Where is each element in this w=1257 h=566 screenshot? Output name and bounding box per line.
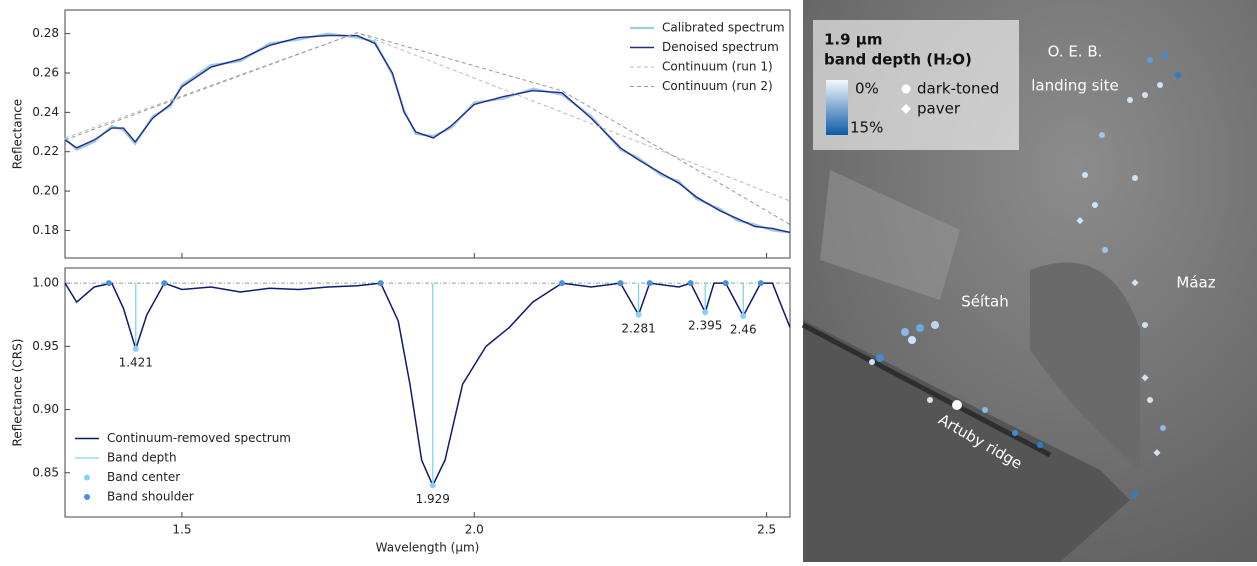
- point: [558, 280, 565, 287]
- y-tick-label: 0.20: [32, 184, 59, 198]
- y-tick-label: 0.95: [32, 339, 59, 353]
- ridge: [801, 322, 1052, 458]
- plot-frame: [64, 267, 791, 518]
- data-label: 1.421: [119, 355, 153, 369]
- legend-marker: [901, 104, 911, 114]
- terrain: [820, 170, 960, 300]
- terrain: [1030, 262, 1140, 470]
- line-series: [64, 34, 791, 234]
- legend-marker: [901, 84, 911, 94]
- map-label: O. E. B.: [1048, 43, 1103, 61]
- y-tick-label: 0.22: [32, 144, 59, 158]
- point: [635, 311, 642, 318]
- y-tick-label: 0.85: [32, 465, 59, 479]
- data-label: 2.281: [621, 321, 655, 335]
- y-tick-label: 1.00: [32, 276, 59, 290]
- y-tick-label: 0.26: [32, 65, 59, 79]
- point: [105, 280, 112, 287]
- legend-label: Band depth: [107, 451, 177, 465]
- legend-title: 1.9 μm: [824, 31, 882, 49]
- legend-label: dark-toned: [917, 80, 999, 98]
- series-group: [64, 32, 791, 234]
- legend-label: Calibrated spectrum: [662, 21, 785, 35]
- point: [132, 345, 139, 352]
- terrain: [803, 320, 1130, 562]
- point: [757, 280, 764, 287]
- point: [687, 280, 694, 287]
- point: [161, 280, 168, 287]
- map-label: Séítah: [961, 293, 1009, 311]
- colorbar: [826, 80, 848, 135]
- legend-label: Denoised spectrum: [662, 40, 779, 54]
- legend-marker: [84, 494, 90, 500]
- legend-label: Continuum (run 1): [662, 60, 773, 74]
- x-tick-label: 2.5: [757, 523, 776, 537]
- colorbar-label: 15%: [850, 119, 883, 137]
- y-tick-label: 0.18: [32, 223, 59, 237]
- point: [377, 280, 384, 287]
- colorbar-label: 0%: [855, 80, 879, 98]
- data-label: 2.395: [688, 319, 722, 333]
- y-tick-label: 0.24: [32, 105, 59, 119]
- legend-title: band depth (H₂O): [824, 51, 972, 69]
- plot-frame: [64, 9, 791, 259]
- point: [702, 309, 709, 316]
- x-tick-label: 1.5: [172, 523, 191, 537]
- legend-label: Band center: [107, 470, 180, 484]
- point: [429, 482, 436, 489]
- legend-marker: [84, 474, 90, 481]
- y-tick-label: 0.28: [32, 26, 59, 40]
- map: 1.9 μm band depth (H₂O) 0% 15% dark-tone…: [801, 0, 1257, 562]
- data-label: 1.929: [416, 492, 450, 506]
- legend-label: Band shoulder: [107, 490, 194, 504]
- x-axis-label: Wavelength (μm): [376, 541, 480, 555]
- legend-label: Continuum-removed spectrum: [107, 431, 291, 445]
- point: [617, 280, 624, 287]
- legend-label: paver: [917, 100, 961, 118]
- data-label: 2.46: [730, 323, 757, 337]
- point: [740, 313, 747, 320]
- map-label: Máaz: [1176, 274, 1215, 292]
- line-series: [64, 32, 791, 202]
- point: [722, 280, 729, 287]
- legend-label: Continuum (run 2): [662, 79, 773, 93]
- y-axis-label: Reflectance: [11, 99, 25, 169]
- sample-points: [869, 52, 1181, 498]
- line-series: [64, 32, 791, 225]
- y-tick-label: 0.90: [32, 402, 59, 416]
- y-axis-label: Reflectance (CRS): [11, 339, 25, 447]
- point: [646, 280, 653, 287]
- map-label: landing site: [1031, 77, 1118, 95]
- x-tick-label: 2.0: [465, 523, 484, 537]
